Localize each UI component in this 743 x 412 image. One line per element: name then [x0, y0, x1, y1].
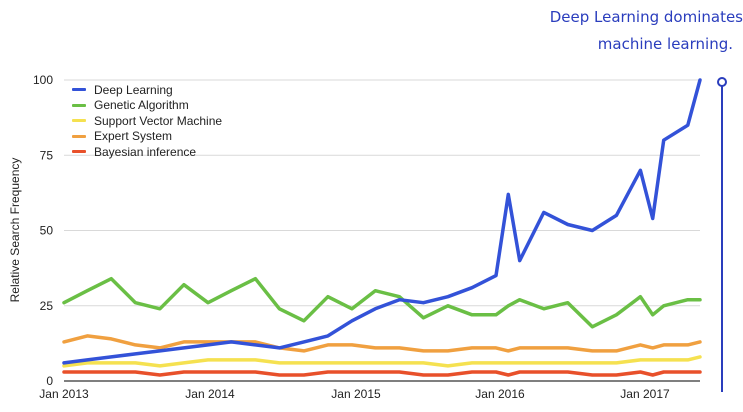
legend-label: Expert System [94, 129, 173, 144]
annotation-line-1: Deep Learning dominates [549, 8, 743, 26]
series-line-expert-system [62, 334, 702, 353]
legend-item: Deep Learning [72, 82, 222, 98]
y-tick-label: 75 [40, 148, 54, 162]
legend-item: Expert System [72, 129, 222, 145]
legend-swatch [72, 134, 86, 138]
annotation-pointer-marker [717, 77, 727, 87]
legend-item: Support Vector Machine [72, 113, 222, 129]
legend: Deep Learning Genetic Algorithm Support Ve… [72, 82, 222, 160]
y-tick-labels: 0 25 50 75 100 [33, 73, 53, 388]
legend-swatch [72, 103, 86, 107]
x-tick-label: Jan 2016 [475, 387, 525, 401]
legend-swatch [72, 88, 86, 92]
y-tick-label: 25 [40, 299, 54, 313]
legend-swatch [72, 119, 86, 123]
x-tick-label: Jan 2014 [185, 387, 235, 401]
series-line-deep-learning [62, 78, 702, 365]
gridlines [64, 79, 700, 382]
y-tick-label: 100 [33, 73, 53, 87]
series-line-genetic-algorithm [62, 276, 702, 329]
legend-item: Bayesian inference [72, 144, 222, 160]
legend-swatch [72, 150, 86, 154]
series-line-bayesian-inference [62, 370, 702, 377]
legend-label: Support Vector Machine [94, 113, 223, 128]
x-tick-label: Jan 2017 [620, 387, 670, 401]
legend-label: Bayesian inference [94, 144, 197, 159]
x-tick-label: Jan 2013 [39, 387, 89, 401]
legend-label: Genetic Algorithm [94, 98, 189, 113]
x-tick-labels: Jan 2013 Jan 2014 Jan 2015 Jan 2016 Jan 2017 [39, 387, 670, 401]
series-lines [62, 78, 702, 377]
legend-label: Deep Learning [94, 82, 173, 97]
x-tick-label: Jan 2015 [331, 387, 381, 401]
y-tick-label: 50 [40, 224, 54, 238]
series-line-support-vector-machine [62, 355, 702, 368]
legend-item: Genetic Algorithm [72, 98, 222, 114]
annotation-line-2: machine learning. [597, 35, 733, 53]
y-tick-label: 0 [46, 374, 53, 388]
y-axis-label: Relative Search Frequency [8, 158, 22, 303]
